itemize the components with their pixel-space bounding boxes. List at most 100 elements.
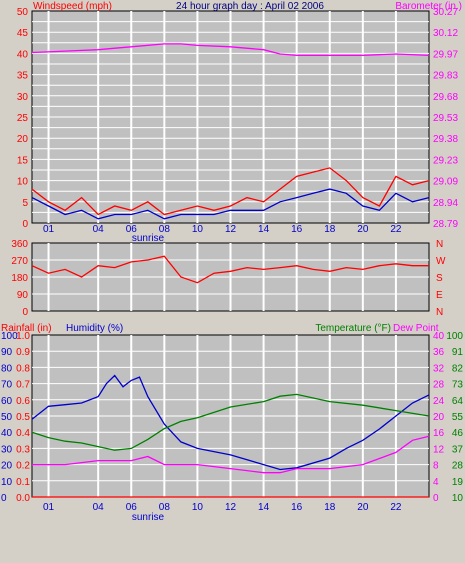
windspeed-tick-label: 25 — [17, 113, 29, 124]
dewpoint-tick-label: 20 — [433, 412, 445, 423]
humidity-tick-label: 40 — [1, 428, 13, 439]
direction-tick-label: 270 — [11, 256, 28, 267]
barometer-tick-label: 29.53 — [433, 113, 458, 124]
compass-label: N — [436, 307, 443, 318]
windspeed-tick-label: 10 — [17, 177, 29, 188]
x-tick-label: 08 — [159, 502, 171, 513]
x-tick-label: 01 — [43, 502, 55, 513]
x-tick-label: 18 — [324, 502, 336, 513]
barometer-tick-label: 29.09 — [433, 177, 458, 188]
rainfall-tick-label: 0.6 — [16, 396, 30, 407]
x-tick-label: 06 — [126, 502, 138, 513]
series-lines — [31, 43, 430, 498]
windspeed-tick-label: 0 — [22, 219, 28, 230]
humidity-tick-label: 20 — [1, 461, 13, 472]
temperature-tick-label: 28 — [452, 461, 464, 472]
rainfall-tick-label: 0.9 — [16, 347, 30, 358]
rainfall-tick-label: 1.0 — [16, 331, 30, 342]
dewpoint-tick-label: 28 — [433, 380, 445, 391]
temperature-tick-label: 64 — [452, 396, 464, 407]
windspeed-tick-label: 45 — [17, 28, 29, 39]
dewpoint-tick-label: 4 — [433, 477, 439, 488]
temperature-axis-title: Temperature (°F) — [315, 323, 391, 334]
x-tick-label: 06 — [126, 224, 138, 235]
direction-tick-label: 0 — [22, 307, 28, 318]
x-tick-label: 18 — [324, 224, 336, 235]
humidity-tick-label: 60 — [1, 396, 13, 407]
windspeed-tick-label: 5 — [22, 198, 28, 209]
compass-label: N — [436, 239, 443, 250]
x-tick-label: 01 — [43, 224, 55, 235]
x-tick-label: 10 — [192, 224, 204, 235]
humidity-tick-label: 90 — [1, 347, 13, 358]
x-tick-label: 20 — [357, 502, 369, 513]
wind-average-line — [31, 188, 430, 220]
direction-tick-label: 360 — [11, 239, 28, 250]
x-tick-label: 08 — [159, 224, 171, 235]
windspeed-tick-label: 50 — [17, 7, 29, 18]
grid-lines — [32, 11, 429, 497]
temperature-tick-label: 37 — [452, 444, 464, 455]
windspeed-tick-label: 40 — [17, 49, 29, 60]
temperature-tick-label: 10 — [452, 493, 464, 504]
barometer-tick-label: 30.12 — [433, 28, 458, 39]
x-tick-label: 12 — [225, 224, 237, 235]
dewpoint-tick-label: 8 — [433, 461, 439, 472]
rainfall-tick-label: 0.5 — [16, 412, 30, 423]
x-tick-label: 22 — [390, 224, 402, 235]
temperature-tick-label: 100 — [446, 331, 463, 342]
compass-label: W — [436, 256, 446, 267]
humidity-tick-label: 50 — [1, 412, 13, 423]
sunrise-label-bottom: sunrise — [132, 512, 165, 523]
x-tick-label: 16 — [291, 502, 303, 513]
rainfall-tick-label: 0.3 — [16, 444, 30, 455]
humidity-tick-label: 100 — [1, 331, 18, 342]
temperature-tick-label: 91 — [452, 347, 464, 358]
dewpoint-tick-label: 36 — [433, 347, 445, 358]
windspeed-tick-label: 15 — [17, 155, 29, 166]
barometer-tick-label: 30.27 — [433, 7, 458, 18]
x-tick-label: 04 — [93, 224, 105, 235]
x-tick-label: 04 — [93, 502, 105, 513]
compass-label: E — [436, 290, 443, 301]
x-tick-label: 14 — [258, 502, 270, 513]
dewpoint-tick-label: 0 — [433, 493, 439, 504]
rainfall-tick-label: 0.0 — [16, 493, 30, 504]
barometer-tick-label: 29.97 — [433, 49, 458, 60]
humidity-tick-label: 0 — [1, 493, 7, 504]
x-tick-label: 12 — [225, 502, 237, 513]
dewpoint-tick-label: 12 — [433, 444, 445, 455]
barometer-axis-title: Barometer (in.) — [395, 1, 462, 12]
barometer-tick-label: 29.38 — [433, 134, 458, 145]
windspeed-axis-title: Windspeed (mph) — [33, 1, 112, 12]
wind-direction-line — [31, 255, 429, 284]
compass-label: S — [436, 273, 443, 284]
humidity-tick-label: 10 — [1, 477, 13, 488]
rainfall-axis-title: Rainfall (in) — [1, 323, 52, 334]
humidity-axis-title: Humidity (%) — [66, 323, 123, 334]
rainfall-tick-label: 0.2 — [16, 461, 30, 472]
barometer-tick-label: 29.83 — [433, 71, 458, 82]
barometer-tick-label: 29.23 — [433, 155, 458, 166]
humidity-tick-label: 80 — [1, 363, 13, 374]
barometer-tick-label: 28.79 — [433, 219, 458, 230]
dewpoint-line — [32, 435, 430, 474]
humidity-line — [31, 374, 430, 471]
rainfall-tick-label: 0.1 — [16, 477, 30, 488]
wind-gust-line — [31, 167, 430, 216]
chart-title: 24 hour graph day : April 02 2006 — [176, 1, 324, 12]
temperature-tick-label: 55 — [452, 412, 464, 423]
windspeed-tick-label: 20 — [17, 134, 29, 145]
windspeed-tick-label: 35 — [17, 71, 29, 82]
rainfall-tick-label: 0.8 — [16, 363, 30, 374]
temperature-tick-label: 19 — [452, 477, 464, 488]
barometer-tick-label: 29.68 — [433, 92, 458, 103]
windspeed-tick-label: 30 — [17, 92, 29, 103]
x-tick-label: 22 — [390, 502, 402, 513]
direction-tick-label: 180 — [11, 273, 28, 284]
temperature-tick-label: 46 — [452, 428, 464, 439]
barometer-line — [31, 43, 430, 57]
x-tick-label: 20 — [357, 224, 369, 235]
x-tick-label: 16 — [291, 224, 303, 235]
